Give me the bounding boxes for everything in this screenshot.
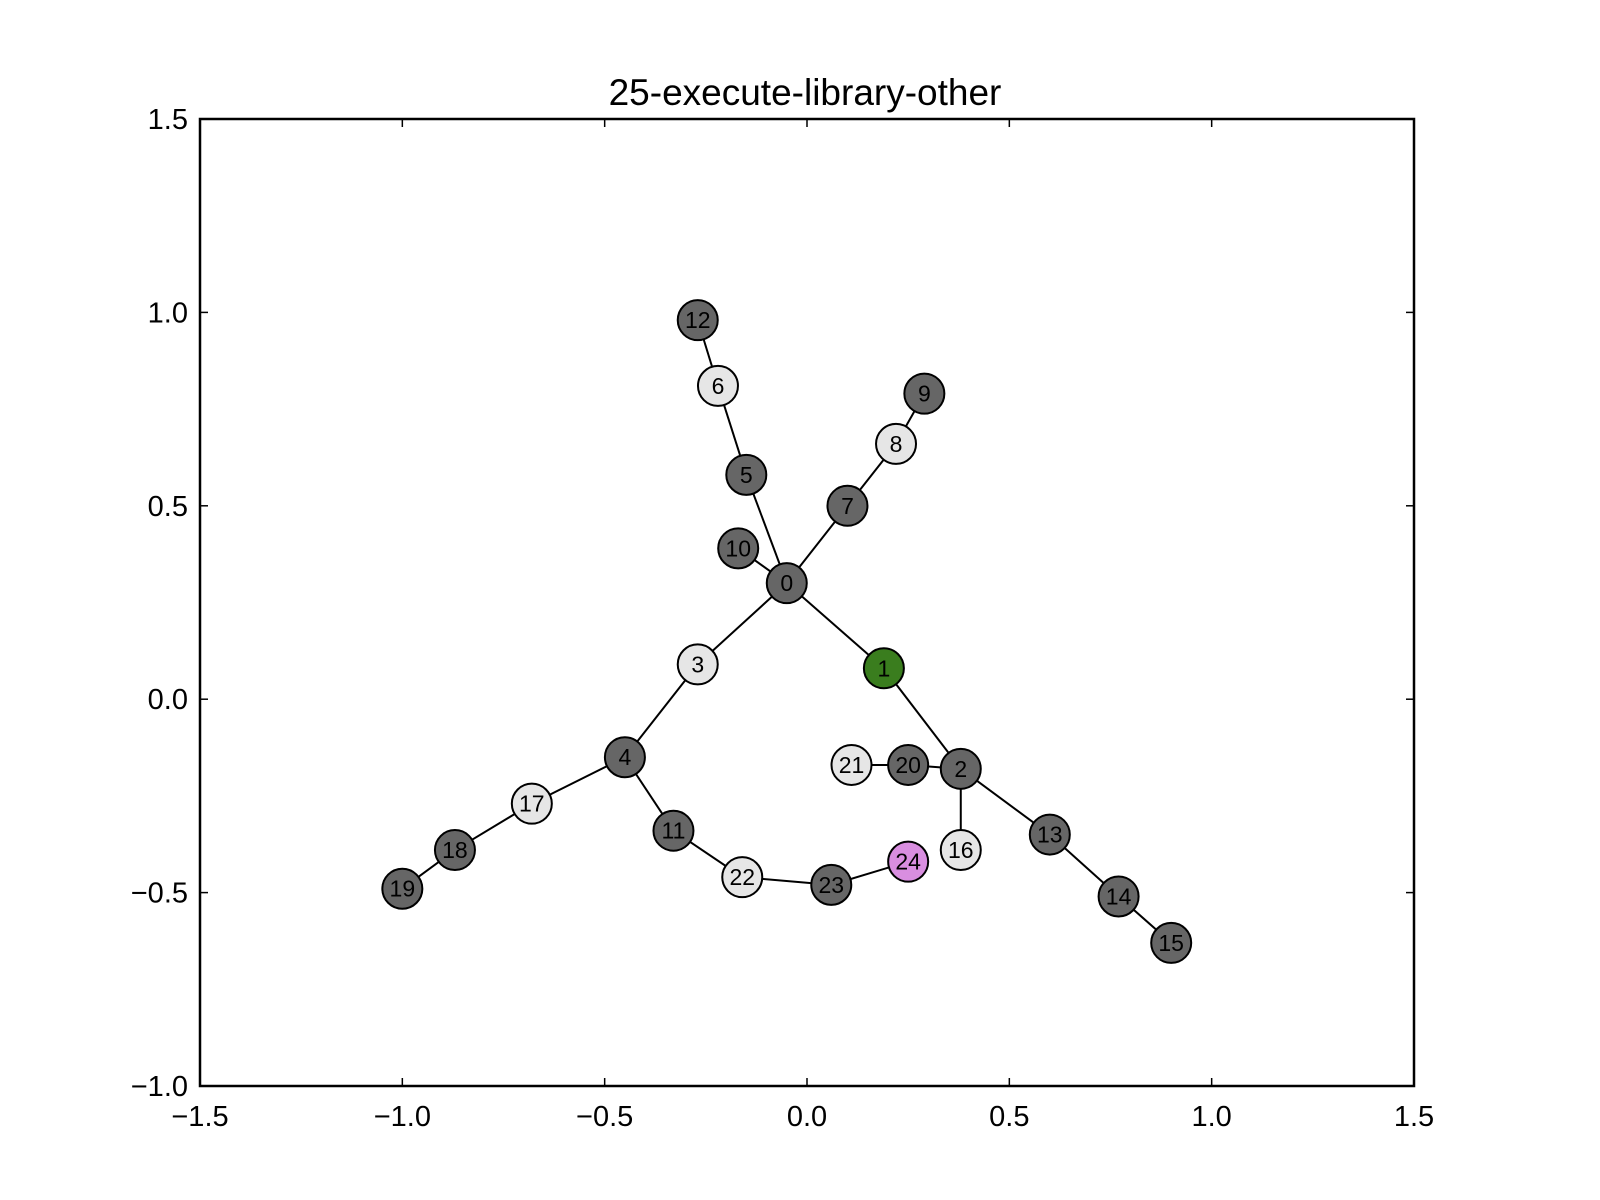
node-3: 3 <box>676 643 719 686</box>
node-2-label: 2 <box>954 756 967 782</box>
node-22-circle <box>721 856 764 899</box>
node-13: 13 <box>1028 813 1071 856</box>
node-23-label: 23 <box>818 872 844 898</box>
node-7: 7 <box>826 484 869 527</box>
node-17-label: 17 <box>519 791 545 817</box>
x-tick-label: 1.0 <box>1192 1101 1232 1133</box>
node-6-circle <box>696 364 739 407</box>
node-7-circle <box>826 484 869 527</box>
node-5-circle <box>725 453 768 496</box>
node-11-circle <box>652 809 695 852</box>
node-15: 15 <box>1150 921 1193 964</box>
node-4-circle <box>603 736 646 779</box>
node-8-circle <box>875 422 918 465</box>
node-7-label: 7 <box>841 493 854 519</box>
node-22-label: 22 <box>729 864 755 890</box>
node-5: 5 <box>725 453 768 496</box>
node-2: 2 <box>939 747 982 790</box>
node-2-circle <box>939 747 982 790</box>
node-22: 22 <box>721 856 764 899</box>
node-3-circle <box>676 643 719 686</box>
node-4: 4 <box>603 736 646 779</box>
node-16: 16 <box>939 829 982 872</box>
y-tick-label: 1.5 <box>148 104 188 136</box>
node-9-label: 9 <box>918 381 931 407</box>
node-21-circle <box>830 743 873 786</box>
node-1-circle <box>862 647 905 690</box>
node-15-circle <box>1150 921 1193 964</box>
node-0-circle <box>765 562 808 605</box>
node-8: 8 <box>875 422 918 465</box>
node-17: 17 <box>510 782 553 825</box>
node-15-label: 15 <box>1158 930 1184 956</box>
node-10-label: 10 <box>725 535 751 561</box>
edge-1-2 <box>883 667 962 770</box>
edge-0-1 <box>786 582 885 670</box>
node-24-circle <box>887 840 930 883</box>
node-17-circle <box>510 782 553 825</box>
node-20-label: 20 <box>895 752 921 778</box>
node-14-circle <box>1097 875 1140 918</box>
node-18: 18 <box>433 829 476 872</box>
node-3-label: 3 <box>691 651 704 677</box>
x-tick-label: −1.0 <box>374 1101 431 1133</box>
node-21: 21 <box>830 743 873 786</box>
node-19-circle <box>381 867 424 910</box>
node-12: 12 <box>676 299 719 342</box>
node-19-label: 19 <box>390 876 416 902</box>
node-1-label: 1 <box>877 655 890 681</box>
node-16-label: 16 <box>948 837 974 863</box>
y-tick-label: −0.5 <box>131 878 188 910</box>
node-19: 19 <box>381 867 424 910</box>
node-14: 14 <box>1097 875 1140 918</box>
node-12-circle <box>676 299 719 342</box>
node-5-label: 5 <box>740 462 753 488</box>
x-tick-label: 1.5 <box>1394 1101 1434 1133</box>
node-24-label: 24 <box>895 849 921 875</box>
node-11: 11 <box>652 809 695 852</box>
node-10: 10 <box>717 527 760 570</box>
node-11-label: 11 <box>662 818 686 844</box>
x-tick-label: 0.5 <box>989 1101 1029 1133</box>
node-20: 20 <box>887 743 930 786</box>
node-9: 9 <box>903 372 946 415</box>
y-tick-label: 0.5 <box>148 491 188 523</box>
x-tick-label: −1.5 <box>171 1101 228 1133</box>
node-13-label: 13 <box>1037 822 1063 848</box>
node-18-circle <box>433 829 476 872</box>
node-23-circle <box>810 863 853 906</box>
x-tick-label: 0.0 <box>787 1101 827 1133</box>
node-23: 23 <box>810 863 853 906</box>
y-tick-label: −1.0 <box>131 1071 188 1103</box>
node-12-label: 12 <box>685 307 711 333</box>
node-21-label: 21 <box>839 752 865 778</box>
node-14-label: 14 <box>1106 883 1132 909</box>
node-24: 24 <box>887 840 930 883</box>
node-20-circle <box>887 743 930 786</box>
plot-frame <box>198 117 1416 1088</box>
node-0: 0 <box>765 562 808 605</box>
node-8-label: 8 <box>890 431 903 457</box>
node-4-label: 4 <box>619 744 632 770</box>
node-6-label: 6 <box>712 373 725 399</box>
y-tick-label: 0.0 <box>148 684 188 716</box>
node-9-circle <box>903 372 946 415</box>
ticks-layer: −1.5 −1.0 −0.5 0.0 0.5 1.0 1.5−1.0−0.50.00.51.… <box>131 104 1434 1133</box>
node-10-circle <box>717 527 760 570</box>
node-6: 6 <box>696 364 739 407</box>
x-tick-label: −0.5 <box>576 1101 633 1133</box>
chart-title: 25-execute-library-other <box>609 72 1002 113</box>
y-tick-label: 1.0 <box>148 297 188 329</box>
node-0-label: 0 <box>780 570 793 596</box>
node-1: 1 <box>862 647 905 690</box>
node-13-circle <box>1028 813 1071 856</box>
node-18-label: 18 <box>442 837 468 863</box>
node-16-circle <box>939 829 982 872</box>
